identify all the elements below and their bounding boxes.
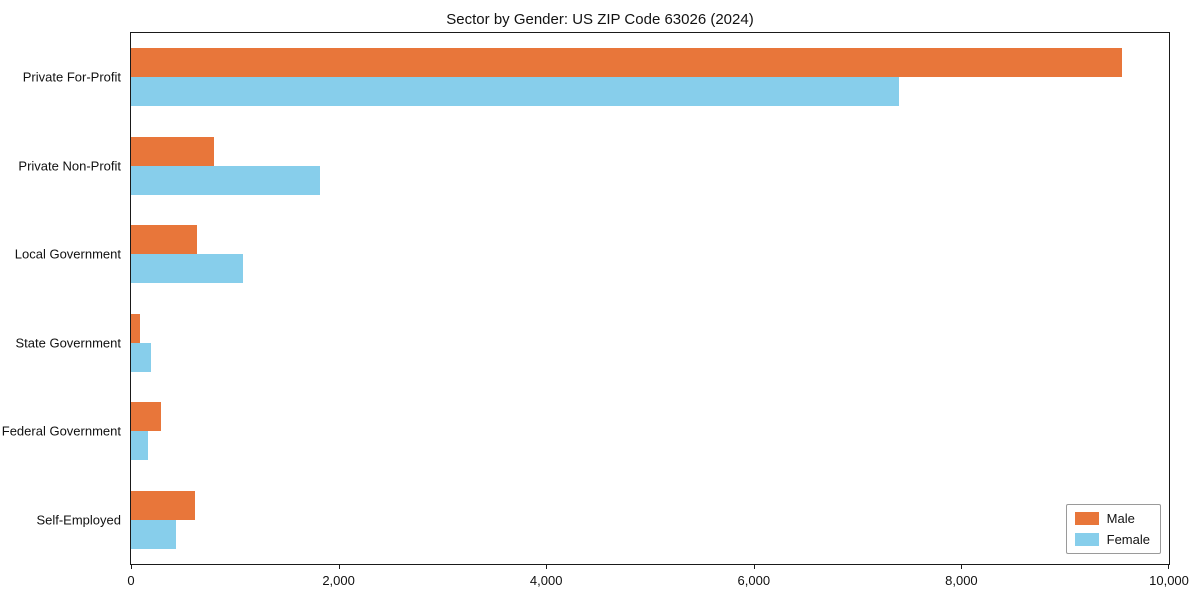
x-tick-mark (1168, 564, 1169, 569)
chart-title: Sector by Gender: US ZIP Code 63026 (202… (446, 11, 754, 28)
legend-entry-male: Male (1074, 511, 1150, 526)
y-tick-label: Federal Government (1, 423, 121, 439)
bar-female-4 (131, 342, 151, 372)
x-tick-label: 2,000 (322, 573, 355, 588)
x-tick-label: 4,000 (529, 573, 563, 588)
bar-female-5 (131, 431, 148, 461)
bar-male-6 (131, 490, 196, 520)
y-tick-label: State Government (15, 335, 122, 351)
bar-female-6 (131, 519, 176, 549)
y-tick-label: Private For-Profit (22, 69, 121, 85)
bar-female-2 (131, 165, 320, 195)
plot-area: Private For-Profit Private Non-Profit Loca… (2, 32, 1189, 588)
y-tick-label: Self-Employed (36, 512, 121, 528)
bar-female-1 (131, 77, 900, 107)
legend-swatch-female (1074, 533, 1099, 546)
x-tick-mark (961, 564, 963, 569)
x-tick-label: 10,000 (1149, 573, 1189, 588)
x-tick-mark (753, 564, 755, 569)
legend-entry-female: Female (1074, 532, 1150, 547)
x-tick-mark (338, 564, 340, 569)
legend-label-male: Male (1106, 511, 1135, 526)
bar-male-1 (131, 48, 1123, 78)
y-tick-label: Private Non-Profit (18, 158, 121, 174)
bar-female-3 (131, 254, 244, 284)
bar-male-4 (131, 313, 141, 343)
bar-male-2 (131, 136, 215, 166)
y-tick-label: Local Government (14, 246, 121, 262)
x-tick-mark (546, 564, 548, 569)
legend: Male Female (1065, 504, 1161, 554)
x-tick-label: 0 (127, 573, 135, 588)
x-tick-label: 6,000 (737, 573, 771, 588)
legend-label-female: Female (1106, 532, 1150, 547)
bar-male-5 (131, 402, 162, 432)
x-tick-label: 8,000 (945, 573, 978, 588)
bar-male-3 (131, 225, 198, 255)
legend-swatch-male (1074, 512, 1099, 525)
x-tick-mark (131, 564, 132, 569)
